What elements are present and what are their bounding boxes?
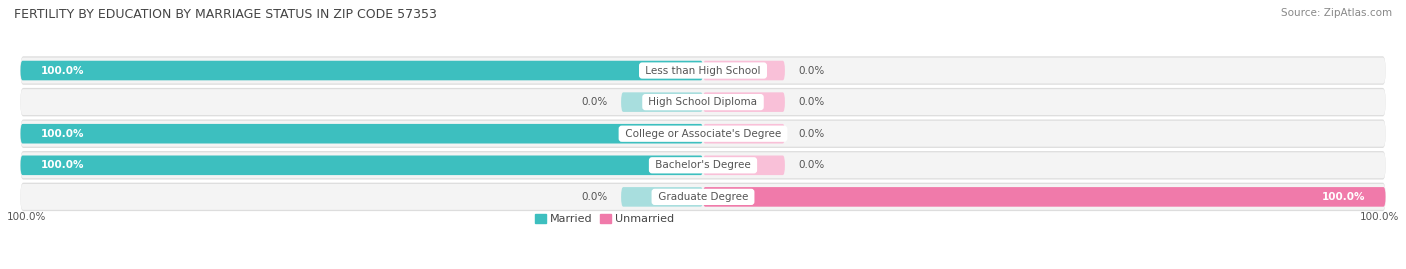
Text: 0.0%: 0.0% xyxy=(799,129,825,139)
FancyBboxPatch shape xyxy=(21,61,703,80)
FancyBboxPatch shape xyxy=(21,151,1385,179)
Text: 100.0%: 100.0% xyxy=(41,66,84,76)
Text: High School Diploma: High School Diploma xyxy=(645,97,761,107)
FancyBboxPatch shape xyxy=(21,119,1385,148)
FancyBboxPatch shape xyxy=(21,121,1385,147)
Text: Bachelor's Degree: Bachelor's Degree xyxy=(652,160,754,170)
Text: 0.0%: 0.0% xyxy=(799,160,825,170)
FancyBboxPatch shape xyxy=(703,124,785,143)
FancyBboxPatch shape xyxy=(21,152,1385,178)
FancyBboxPatch shape xyxy=(21,155,703,175)
FancyBboxPatch shape xyxy=(21,58,1385,83)
FancyBboxPatch shape xyxy=(703,155,785,175)
FancyBboxPatch shape xyxy=(21,124,703,143)
Text: Source: ZipAtlas.com: Source: ZipAtlas.com xyxy=(1281,8,1392,18)
Text: 0.0%: 0.0% xyxy=(799,66,825,76)
Text: College or Associate's Degree: College or Associate's Degree xyxy=(621,129,785,139)
FancyBboxPatch shape xyxy=(621,92,703,112)
Text: Less than High School: Less than High School xyxy=(643,66,763,76)
Text: 0.0%: 0.0% xyxy=(799,97,825,107)
FancyBboxPatch shape xyxy=(21,56,1385,85)
FancyBboxPatch shape xyxy=(703,61,785,80)
FancyBboxPatch shape xyxy=(21,183,1385,211)
FancyBboxPatch shape xyxy=(21,184,1385,210)
Text: 100.0%: 100.0% xyxy=(1322,192,1365,202)
Text: Graduate Degree: Graduate Degree xyxy=(655,192,751,202)
FancyBboxPatch shape xyxy=(703,92,785,112)
Text: 0.0%: 0.0% xyxy=(581,97,607,107)
Text: 100.0%: 100.0% xyxy=(7,213,46,222)
FancyBboxPatch shape xyxy=(21,89,1385,115)
Text: 100.0%: 100.0% xyxy=(41,129,84,139)
Text: 0.0%: 0.0% xyxy=(581,192,607,202)
Text: 100.0%: 100.0% xyxy=(41,160,84,170)
Legend: Married, Unmarried: Married, Unmarried xyxy=(530,210,679,229)
FancyBboxPatch shape xyxy=(703,187,1385,207)
FancyBboxPatch shape xyxy=(621,187,703,207)
Text: FERTILITY BY EDUCATION BY MARRIAGE STATUS IN ZIP CODE 57353: FERTILITY BY EDUCATION BY MARRIAGE STATU… xyxy=(14,8,437,21)
FancyBboxPatch shape xyxy=(21,88,1385,116)
Text: 100.0%: 100.0% xyxy=(1360,213,1399,222)
